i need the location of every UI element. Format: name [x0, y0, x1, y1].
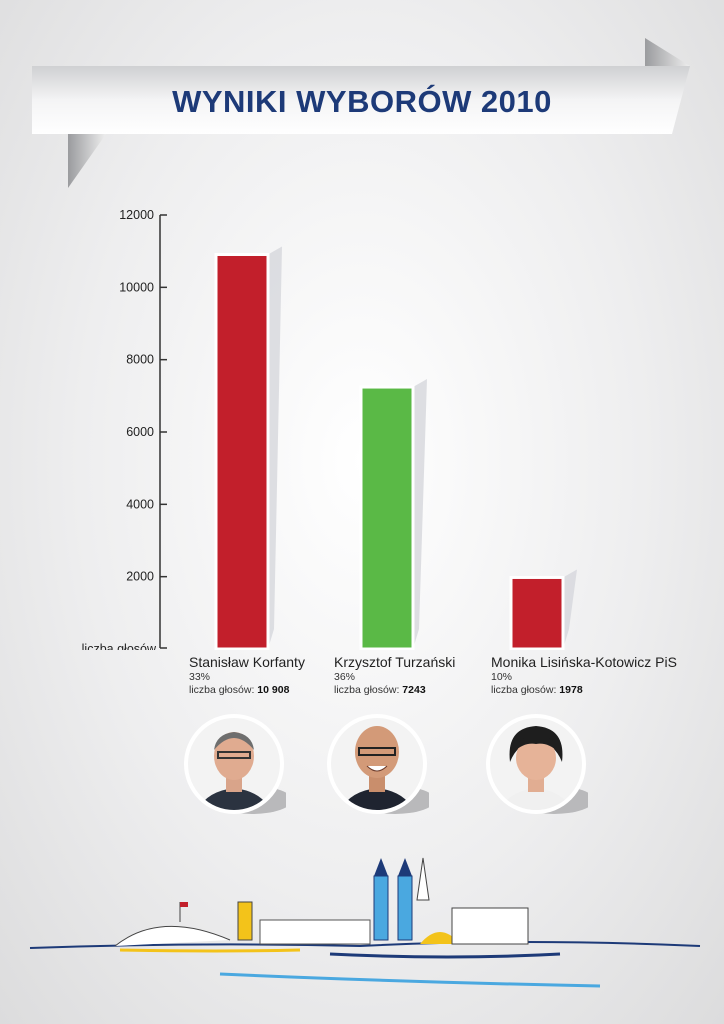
portrait-lisinska-kotowicz — [486, 714, 588, 814]
candidate-name: Krzysztof Turzański — [334, 654, 456, 670]
portrait-korfanty — [184, 714, 286, 814]
page-title: WYNIKI WYBORÓW 2010 — [172, 84, 552, 119]
y-tick-label: 8000 — [126, 353, 154, 367]
bar-3 — [509, 575, 565, 650]
y-tick-label: 12000 — [119, 208, 154, 222]
bar-1 — [214, 252, 270, 650]
candidate-percent: 36% — [334, 671, 356, 683]
candidate-percent: 33% — [189, 671, 211, 683]
votes-value: 10 908 — [257, 684, 290, 696]
bar-chart: 2000 4000 6000 8000 10000 12000 liczba głosów — [82, 208, 577, 650]
bar-shadow — [563, 569, 577, 649]
candidate-label-3: Monika Lisińska-Kotowicz PiS 10% liczba … — [491, 654, 677, 697]
votes-value: 1978 — [559, 684, 583, 696]
candidate-name: Monika Lisińska-Kotowicz PiS — [491, 654, 677, 670]
y-axis-label: liczba głosów — [82, 642, 157, 650]
candidate-name: Stanisław Korfanty — [189, 654, 305, 670]
candidate-percent: 10% — [491, 671, 513, 683]
bar-shadow — [413, 379, 427, 649]
votes-label: liczba głosów: — [189, 684, 255, 696]
portrait-turzanski — [327, 714, 429, 814]
votes-label: liczba głosów: — [334, 684, 400, 696]
candidate-label-2: Krzysztof Turzański 36% liczba głosów: 7… — [334, 654, 455, 697]
y-tick-label: 6000 — [126, 425, 154, 439]
y-tick-label: 10000 — [119, 280, 154, 294]
y-tick-label: 2000 — [126, 570, 154, 584]
votes-label: liczba głosów: — [491, 684, 557, 696]
title-ribbon — [32, 38, 690, 188]
votes-value: 7243 — [402, 684, 426, 696]
y-tick-label: 4000 — [126, 497, 154, 511]
bar-2 — [359, 385, 415, 650]
city-skyline-illustration — [29, 857, 701, 988]
bar-shadow — [268, 246, 282, 649]
candidate-label-1: Stanisław Korfanty 33% liczba głosów: 10… — [189, 654, 305, 697]
